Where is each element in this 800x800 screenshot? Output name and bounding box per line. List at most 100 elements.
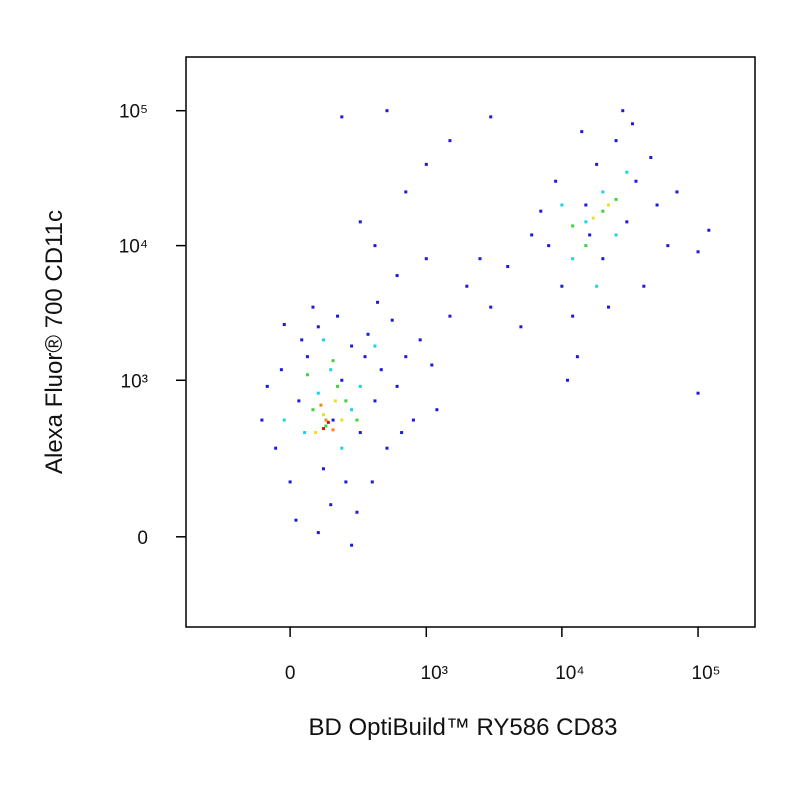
data-point — [274, 446, 278, 450]
data-point — [601, 190, 605, 194]
data-point — [642, 284, 646, 288]
x-axis-title: BD OptiBuild™ RY586 CD83 — [308, 714, 617, 741]
data-point — [340, 115, 344, 119]
data-point — [571, 257, 575, 261]
data-point — [411, 418, 415, 422]
data-point — [316, 391, 320, 395]
data-point — [305, 373, 309, 377]
data-point — [435, 408, 439, 412]
data-point — [655, 203, 659, 207]
data-point — [385, 109, 389, 113]
data-point — [390, 318, 394, 322]
data-point — [331, 428, 335, 432]
data-point — [370, 480, 374, 484]
data-point — [591, 216, 595, 220]
data-point — [621, 109, 625, 113]
data-point — [696, 391, 700, 395]
data-point — [350, 543, 354, 547]
data-point — [539, 209, 543, 213]
data-point — [465, 284, 469, 288]
data-point — [634, 179, 638, 183]
data-point — [282, 418, 286, 422]
data-point — [329, 368, 333, 372]
data-point — [336, 384, 340, 388]
data-point — [350, 408, 354, 412]
data-point — [584, 220, 588, 224]
data-point — [601, 209, 605, 213]
data-point — [614, 197, 618, 201]
data-point — [294, 518, 298, 522]
data-point — [329, 503, 333, 507]
data-point — [675, 190, 679, 194]
y-axis-title: Alexa Fluor® 700 CD11c — [41, 210, 68, 474]
data-point — [595, 162, 599, 166]
data-point — [279, 368, 283, 372]
data-point — [625, 170, 629, 174]
data-point — [554, 179, 558, 183]
data-point — [265, 384, 269, 388]
data-point — [363, 355, 367, 359]
data-point — [373, 344, 377, 348]
data-point — [321, 413, 325, 417]
data-point — [601, 257, 605, 261]
plot-frame — [185, 56, 756, 628]
data-point — [547, 244, 551, 248]
data-point — [571, 314, 575, 318]
data-point — [385, 446, 389, 450]
data-point — [630, 122, 634, 126]
data-point — [571, 224, 575, 228]
data-point — [400, 431, 404, 435]
data-point — [326, 420, 330, 424]
data-point — [311, 408, 315, 412]
data-point — [418, 338, 422, 342]
y-tick-label: 0 — [137, 528, 148, 549]
data-point — [707, 228, 711, 232]
data-point — [321, 338, 325, 342]
x-tick-label: 10³ — [421, 663, 448, 684]
data-point — [316, 531, 320, 535]
data-point — [625, 220, 629, 224]
data-point — [588, 233, 592, 237]
data-point — [319, 403, 323, 407]
data-point — [566, 378, 570, 382]
data-point — [614, 233, 618, 237]
data-point — [305, 355, 309, 359]
x-tick-label: 10⁵ — [692, 663, 721, 684]
data-point — [282, 323, 286, 327]
data-point — [575, 355, 579, 359]
data-point — [595, 284, 599, 288]
data-point — [373, 399, 377, 403]
data-point — [448, 139, 452, 143]
data-point — [519, 325, 523, 329]
data-point — [379, 368, 383, 372]
data-point — [358, 220, 362, 224]
data-point — [614, 139, 618, 143]
data-point — [584, 203, 588, 207]
data-point — [649, 155, 653, 159]
data-point — [314, 431, 318, 435]
data-point — [424, 162, 428, 166]
data-point — [340, 418, 344, 422]
data-point — [395, 274, 399, 278]
data-point — [366, 332, 370, 336]
data-point — [344, 399, 348, 403]
data-point — [331, 418, 335, 422]
data-point — [350, 344, 354, 348]
data-point — [260, 418, 264, 422]
data-point — [606, 305, 610, 309]
data-point — [288, 480, 292, 484]
data-point — [489, 305, 493, 309]
data-point — [478, 257, 482, 261]
data-point — [336, 314, 340, 318]
data-point — [340, 378, 344, 382]
data-point — [404, 190, 408, 194]
data-point — [333, 399, 337, 403]
data-point — [584, 244, 588, 248]
y-tick-label: 10³ — [121, 371, 148, 392]
x-tick-label: 10⁴ — [555, 663, 584, 684]
data-point — [506, 265, 510, 269]
data-point — [316, 325, 320, 329]
data-point — [355, 418, 359, 422]
data-point — [331, 359, 335, 363]
